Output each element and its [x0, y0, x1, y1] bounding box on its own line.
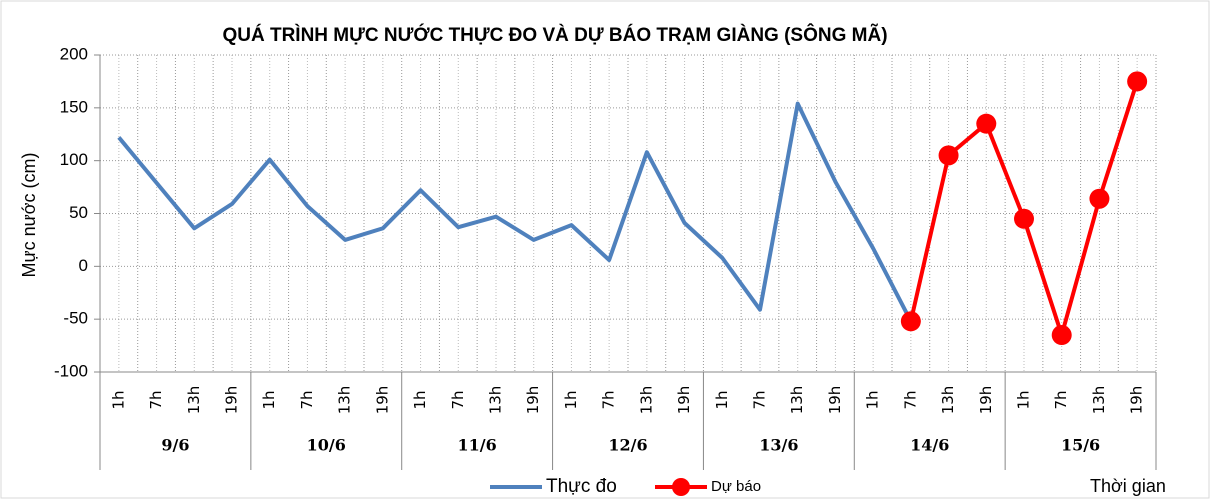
- x-tick-label: 1h: [260, 390, 278, 409]
- x-tick-label: 1h: [864, 390, 882, 409]
- chart-title: QUÁ TRÌNH MỰC NƯỚC THỰC ĐO VÀ DỰ BÁO TRẠ…: [222, 24, 887, 46]
- y-tick-label: -50: [63, 309, 88, 328]
- group-label: 12/6: [608, 436, 647, 455]
- series-marker: [1051, 325, 1072, 346]
- x-tick-label: 7h: [1052, 390, 1070, 409]
- x-tick-label: 13h: [939, 386, 957, 415]
- x-tick-label: 1h: [713, 390, 731, 409]
- x-tick-label: 7h: [298, 390, 316, 409]
- y-tick-label: 50: [69, 203, 88, 222]
- x-tick-label: 1h: [562, 390, 580, 409]
- x-tick-label: 7h: [901, 390, 919, 409]
- series-marker: [938, 145, 959, 166]
- x-tick-label: 7h: [751, 390, 769, 409]
- x-tick-label: 7h: [147, 390, 165, 409]
- y-tick-label: -100: [54, 361, 88, 380]
- y-tick-label: 200: [60, 44, 88, 63]
- x-tick-label: 7h: [449, 390, 467, 409]
- group-label: 14/6: [910, 436, 949, 455]
- series-marker: [1014, 208, 1034, 229]
- x-tick-label: 13h: [637, 386, 655, 415]
- x-tick-label: 19h: [675, 386, 693, 415]
- series-line: [117, 101, 913, 323]
- group-label: 15/6: [1061, 436, 1100, 455]
- x-axis-label: Thời gian: [1090, 476, 1166, 496]
- x-tick-label: 19h: [524, 386, 542, 415]
- x-tick-label: 19h: [826, 386, 844, 415]
- x-tick-label: 19h: [1128, 386, 1146, 415]
- y-axis-label: Mực nước (cm): [19, 153, 39, 278]
- x-tick-label: 13h: [336, 386, 354, 415]
- x-tick-label: 13h: [1090, 386, 1108, 415]
- group-label: 13/6: [759, 436, 798, 455]
- group-label: 10/6: [307, 436, 346, 455]
- y-tick-label: 150: [60, 97, 88, 116]
- y-tick-label: 100: [60, 150, 88, 169]
- legend-label: Dự báo: [711, 478, 761, 495]
- series-marker: [1127, 71, 1148, 92]
- y-tick-label: 0: [79, 256, 88, 275]
- group-label: 9/6: [161, 436, 189, 455]
- x-tick-label: 1h: [411, 390, 429, 409]
- x-tick-label: 13h: [487, 386, 505, 415]
- x-tick-label: 1h: [1015, 390, 1033, 409]
- x-tick-label: 1h: [109, 390, 127, 409]
- x-tick-label: 19h: [373, 386, 391, 415]
- x-tick-label: 7h: [600, 390, 618, 409]
- series-marker: [1089, 188, 1110, 209]
- x-tick-label: 19h: [223, 386, 241, 415]
- x-tick-label: 13h: [185, 386, 203, 415]
- series-marker: [900, 311, 921, 332]
- legend-marker: [672, 478, 690, 496]
- legend-label: Thực đo: [546, 476, 617, 497]
- series-marker: [976, 113, 997, 134]
- group-label: 11/6: [458, 436, 497, 455]
- x-tick-label: 19h: [977, 386, 995, 415]
- x-tick-label: 13h: [788, 386, 806, 415]
